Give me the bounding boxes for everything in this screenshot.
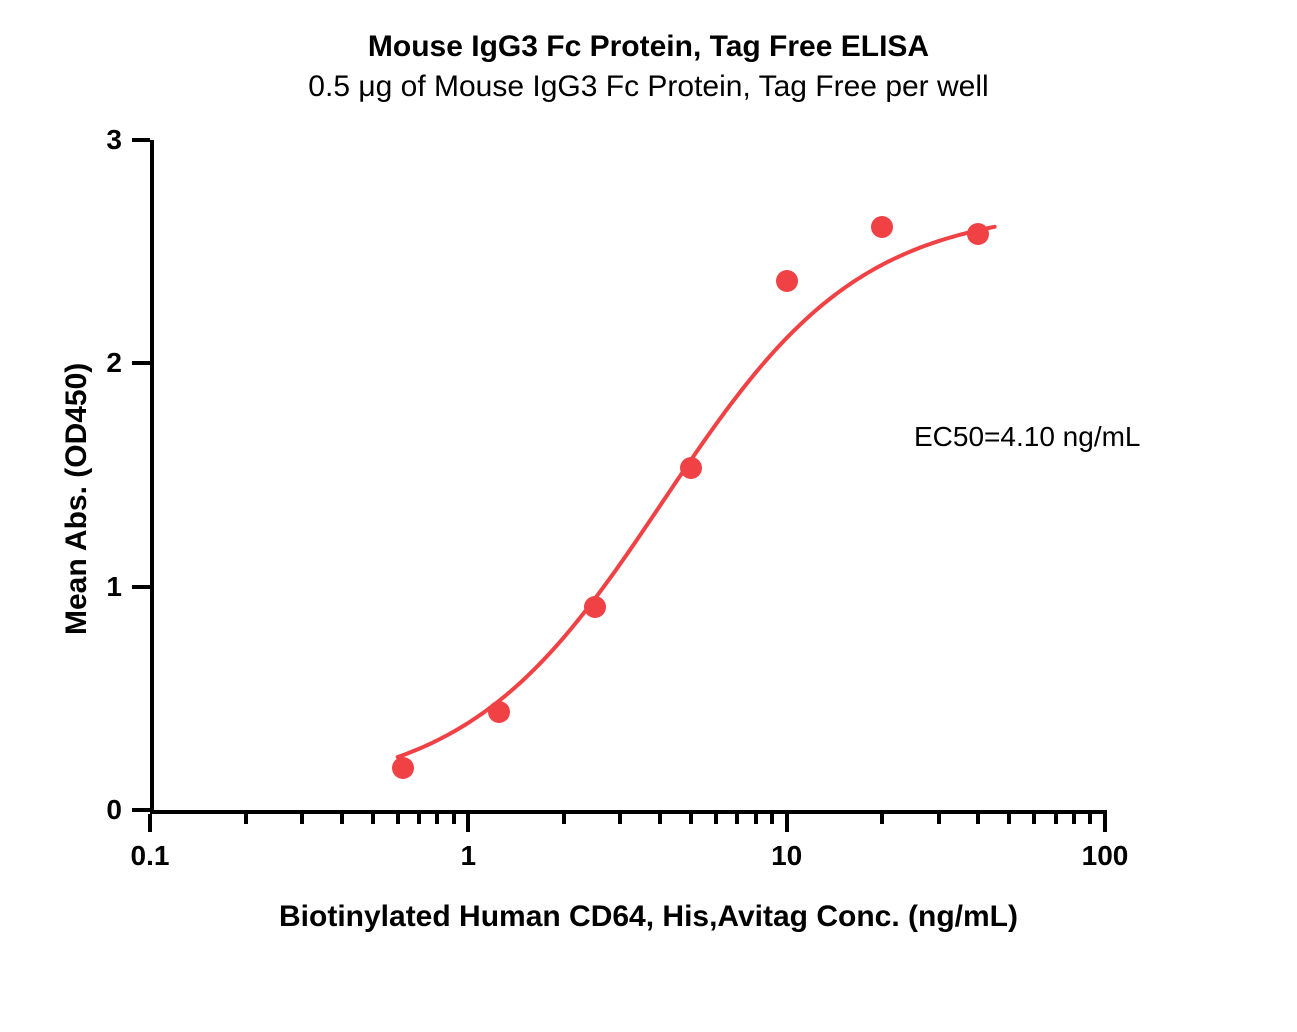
- x-tick-label: 100: [1082, 840, 1129, 872]
- data-point: [584, 596, 606, 618]
- x-minor-tick: [658, 814, 662, 824]
- x-tick-label: 10: [771, 840, 802, 872]
- x-tick-label: 1: [461, 840, 477, 872]
- x-minor-tick: [452, 814, 456, 824]
- x-minor-tick: [618, 814, 622, 824]
- x-axis: [150, 810, 1107, 814]
- x-minor-tick: [1088, 814, 1092, 824]
- x-minor-tick: [735, 814, 739, 824]
- x-minor-tick: [976, 814, 980, 824]
- x-minor-tick: [562, 814, 566, 824]
- x-minor-tick: [714, 814, 718, 824]
- x-minor-tick: [689, 814, 693, 824]
- x-minor-tick: [340, 814, 344, 824]
- y-tick: [132, 361, 150, 365]
- data-point: [776, 270, 798, 292]
- figure-canvas: Mouse IgG3 Fc Protein, Tag Free ELISA 0.…: [0, 0, 1297, 1032]
- x-minor-tick: [770, 814, 774, 824]
- y-axis: [150, 140, 154, 814]
- data-point: [488, 701, 510, 723]
- x-tick: [148, 814, 152, 832]
- chart-title: Mouse IgG3 Fc Protein, Tag Free ELISA: [0, 30, 1297, 64]
- x-minor-tick: [1007, 814, 1011, 824]
- ec50-annotation: EC50=4.10 ng/mL: [914, 421, 1141, 453]
- title-block: Mouse IgG3 Fc Protein, Tag Free ELISA 0.…: [0, 30, 1297, 104]
- data-point: [392, 757, 414, 779]
- y-axis-label: Mean Abs. (OD450): [60, 363, 94, 635]
- plot-area: [150, 140, 1105, 810]
- x-minor-tick: [300, 814, 304, 824]
- x-tick: [785, 814, 789, 832]
- y-tick: [132, 138, 150, 142]
- x-tick: [466, 814, 470, 832]
- data-point: [680, 457, 702, 479]
- y-tick: [132, 585, 150, 589]
- y-tick: [132, 808, 150, 812]
- data-point: [871, 216, 893, 238]
- x-minor-tick: [1032, 814, 1036, 824]
- x-minor-tick: [371, 814, 375, 824]
- y-tick-label: 0: [106, 794, 122, 826]
- y-tick-label: 2: [106, 347, 122, 379]
- y-tick-label: 1: [106, 571, 122, 603]
- x-minor-tick: [396, 814, 400, 824]
- x-tick: [1103, 814, 1107, 832]
- x-tick-label: 0.1: [131, 840, 170, 872]
- x-minor-tick: [1072, 814, 1076, 824]
- x-minor-tick: [417, 814, 421, 824]
- x-minor-tick: [880, 814, 884, 824]
- x-minor-tick: [754, 814, 758, 824]
- y-tick-label: 3: [106, 124, 122, 156]
- x-minor-tick: [1054, 814, 1058, 824]
- fit-curve: [150, 140, 1105, 810]
- data-point: [967, 223, 989, 245]
- x-minor-tick: [937, 814, 941, 824]
- x-axis-label: Biotinylated Human CD64, His,Avitag Conc…: [0, 900, 1297, 934]
- x-minor-tick: [435, 814, 439, 824]
- x-minor-tick: [244, 814, 248, 824]
- chart-subtitle: 0.5 μg of Mouse IgG3 Fc Protein, Tag Fre…: [0, 70, 1297, 104]
